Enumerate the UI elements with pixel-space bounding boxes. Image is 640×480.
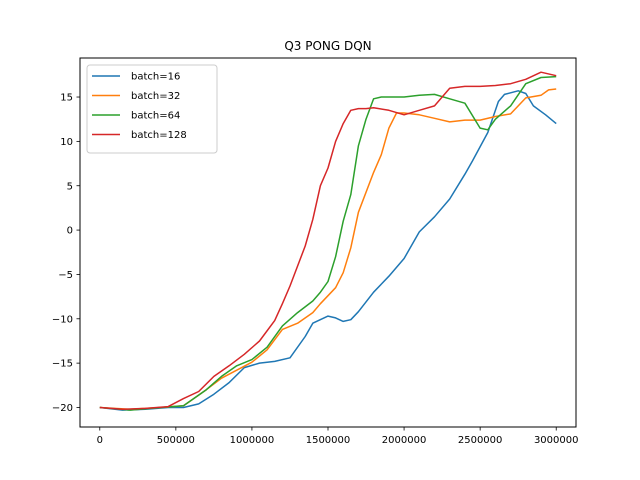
series-layer: [99, 71, 557, 411]
y-axis: −20 −15 −10 −5 0 5 10 15: [52, 93, 80, 414]
legend-box: [86, 64, 218, 154]
y-tick-label: 5: [67, 181, 73, 192]
legend-label-1: batch=16: [131, 72, 180, 83]
x-tick-label: 2500000: [458, 435, 503, 446]
y-tick-label: 15: [60, 93, 73, 104]
legend-label-4: batch=128: [131, 130, 187, 141]
x-tick-label: 2000000: [382, 435, 427, 446]
x-tick-label: 3000000: [534, 435, 579, 446]
legend-label-3: batch=64: [131, 111, 180, 122]
x-tick-label: 1500000: [306, 435, 351, 446]
y-tick-label: −15: [52, 359, 73, 370]
y-tick-label: −5: [58, 270, 73, 281]
x-tick-label: 1000000: [230, 435, 275, 446]
y-tick-label: −20: [52, 403, 73, 414]
y-tick-label: 0: [67, 226, 73, 237]
x-axis: 0 500000 1000000 1500000 2000000 2500000 30000…: [97, 427, 579, 446]
chart-title: Q3 PONG DQN: [284, 39, 371, 53]
x-tick-label: 0: [97, 435, 103, 446]
series-line-2: [99, 88, 557, 411]
legend: batch=16 batch=32 batch=64 batch=128: [86, 64, 218, 154]
x-tick-label: 500000: [157, 435, 195, 446]
series-line-3: [99, 75, 557, 411]
y-tick-label: −10: [52, 314, 73, 325]
series-line-1: [99, 90, 557, 411]
series-line-4: [99, 71, 557, 411]
y-tick-label: 10: [60, 137, 73, 148]
legend-label-2: batch=32: [131, 91, 180, 102]
